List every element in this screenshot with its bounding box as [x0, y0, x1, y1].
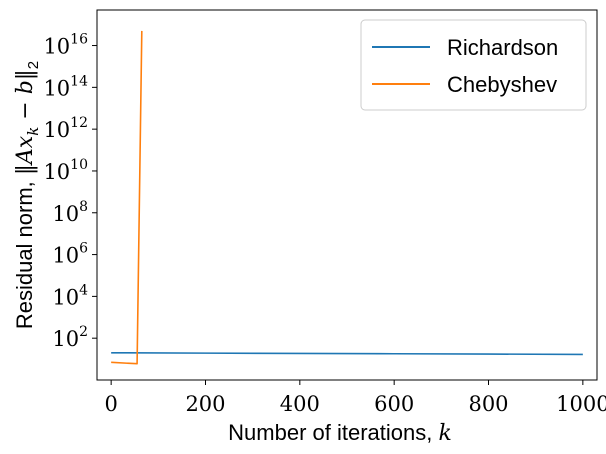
- legend-label-richardson: Richardson: [447, 35, 558, 60]
- y-tick-label: 102: [52, 324, 88, 351]
- series-line-richardson: [111, 351, 583, 356]
- y-tick-label: 1014: [43, 73, 88, 100]
- y-tick-label: 1012: [43, 115, 88, 142]
- y-tick-label: 1010: [43, 157, 88, 184]
- plot-area: [96, 9, 598, 381]
- plot-frame: [96, 9, 598, 381]
- x-axis-label: Number of iterations, k: [228, 420, 452, 446]
- x-tick-label: 600: [374, 392, 414, 416]
- legend: Richardson Chebyshev: [360, 19, 587, 111]
- y-axis: 102 104 106 108 1010 1012 1014 1016: [43, 32, 97, 351]
- x-axis: 0 200 400 600 800 1000: [104, 380, 606, 416]
- legend-label-chebyshev: Chebyshev: [447, 72, 557, 97]
- y-tick-label: 1016: [43, 32, 88, 59]
- legend-box: [360, 19, 587, 111]
- y-tick-label: 106: [52, 241, 88, 268]
- y-tick-label: 108: [52, 199, 88, 226]
- x-tick-label: 0: [104, 392, 117, 416]
- y-tick-label: 104: [52, 282, 88, 309]
- series-line-chebyshev: [111, 30, 143, 365]
- x-tick-label: 800: [468, 392, 508, 416]
- series-layer: [111, 30, 583, 365]
- x-tick-label: 200: [185, 392, 225, 416]
- y-axis-label: Residual norm, ‖Axk − b‖2: [12, 61, 42, 329]
- x-tick-label: 400: [280, 392, 320, 416]
- x-tick-label: 1000: [556, 392, 606, 416]
